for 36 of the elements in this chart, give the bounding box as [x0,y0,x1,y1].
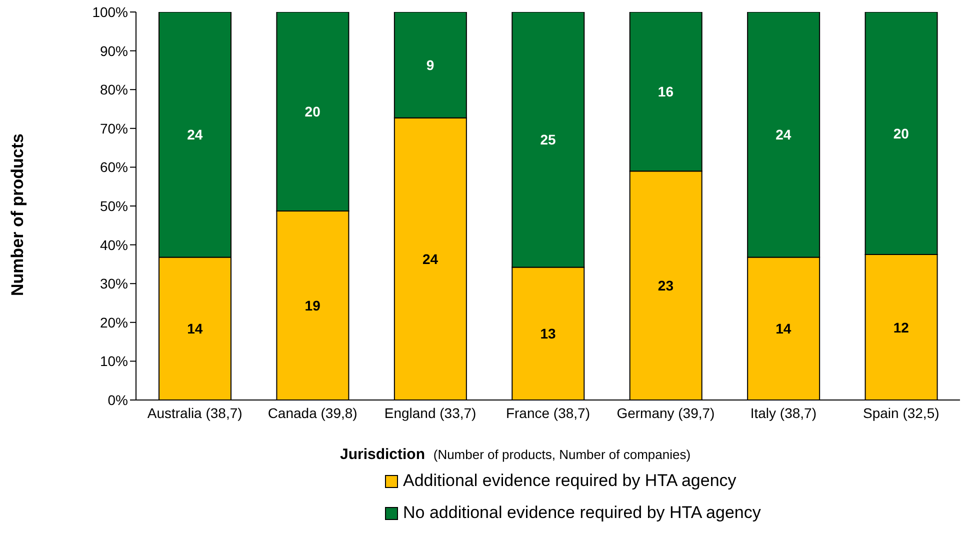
y-tick-label: 70% [100,120,128,136]
annotation: 12 [893,319,910,336]
y-tick-label: 20% [100,314,128,330]
y-tick-label: 0% [108,392,128,408]
y-tick-label: 10% [100,353,128,370]
y-tick-label: 80% [100,82,128,98]
annotation: 9 [426,56,434,73]
x-tick-label: Australia (38,7) [147,404,242,421]
annotation: 14 [776,320,792,337]
y-tick-label: 40% [100,236,128,253]
annotation: 24 [187,126,203,143]
y-tick-label: 50% [100,198,128,214]
legend-label: No additional evidence required by HTA agency [403,503,761,523]
y-tick-label: 60% [100,159,128,176]
y-axis-title: Number of products [8,134,28,296]
x-tick-label: Spain (32,5) [863,404,940,421]
x-tick-label: Italy (38,7) [750,404,816,421]
x-tick-label: Canada (39,8) [268,404,358,421]
annotation: 19 [304,298,321,314]
y-tick-label: 90% [100,42,128,59]
annotation: 24 [776,126,792,143]
legend-label: Additional evidence required by HTA agency [403,471,736,491]
y-tick-label: 100% [92,4,128,20]
annotation: 20 [893,125,910,142]
x-tick-label: England (33,7) [384,404,476,421]
x-tick-label: Germany (39,7) [616,404,715,421]
annotation: 14 [187,320,203,337]
annotation: 20 [304,104,321,120]
annotation: 25 [540,132,556,148]
annotation: 13 [540,326,556,342]
y-tick-label: 30% [100,276,128,292]
annotation: 24 [422,250,438,267]
annotation: 16 [658,84,674,100]
x-tick-label: France (38,7) [506,404,590,421]
annotation: 23 [658,278,674,294]
x-axis-title: Jurisdiction (Number of products, Number of companies) [340,446,691,463]
